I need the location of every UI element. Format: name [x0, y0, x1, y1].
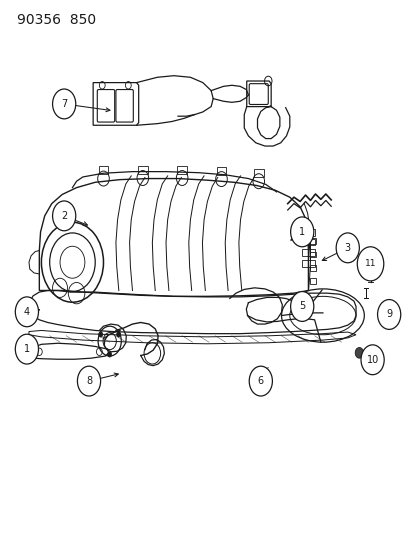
Circle shape [249, 366, 272, 396]
Text: 1: 1 [24, 344, 30, 354]
Circle shape [77, 366, 100, 396]
Circle shape [253, 368, 259, 376]
Text: 9: 9 [385, 310, 391, 319]
Circle shape [15, 297, 38, 327]
Text: 5: 5 [298, 302, 305, 311]
Circle shape [107, 352, 112, 357]
Text: 7: 7 [61, 99, 67, 109]
Circle shape [116, 332, 121, 337]
Text: 90356  850: 90356 850 [17, 13, 95, 27]
Text: 4: 4 [24, 307, 30, 317]
Text: 3: 3 [344, 243, 350, 253]
Text: 8: 8 [86, 376, 92, 386]
Circle shape [290, 292, 313, 321]
Text: 1: 1 [299, 227, 304, 237]
Circle shape [360, 345, 383, 375]
Circle shape [15, 334, 38, 364]
Circle shape [98, 332, 102, 337]
Text: 2: 2 [61, 211, 67, 221]
Text: 6: 6 [257, 376, 263, 386]
Circle shape [354, 348, 363, 358]
Circle shape [356, 247, 383, 281]
Circle shape [290, 217, 313, 247]
Circle shape [52, 89, 76, 119]
Text: 11: 11 [364, 260, 375, 268]
Circle shape [52, 201, 76, 231]
Circle shape [377, 300, 400, 329]
Circle shape [335, 233, 358, 263]
Text: 10: 10 [366, 355, 378, 365]
